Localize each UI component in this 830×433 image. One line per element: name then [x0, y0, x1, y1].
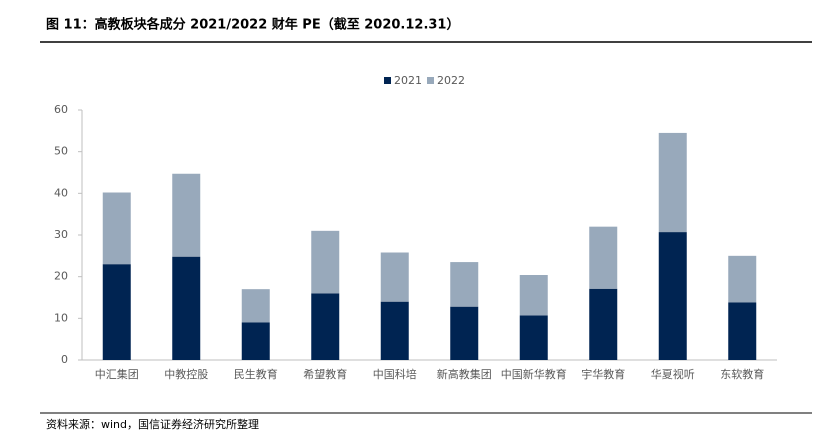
x-tick-label: 中国新华教育 — [501, 367, 567, 381]
bar — [519, 275, 548, 316]
y-tick-label: 40 — [54, 186, 68, 199]
bar — [658, 232, 687, 360]
source: 资料来源：wind，国信证券经济研究所整理 — [46, 417, 259, 431]
bar — [102, 192, 131, 265]
legend-swatch — [384, 77, 391, 84]
bar — [728, 255, 757, 303]
bar — [658, 132, 687, 233]
bar — [311, 293, 340, 360]
x-tick-label: 宇华教育 — [581, 367, 625, 381]
bar — [241, 322, 270, 360]
x-tick-label: 中国科培 — [373, 367, 417, 381]
bar — [380, 252, 409, 302]
bar — [311, 230, 340, 294]
y-tick-label: 30 — [54, 228, 68, 241]
x-tick-label: 东软教育 — [720, 367, 764, 381]
bar — [102, 264, 131, 360]
bar — [172, 256, 201, 360]
y-tick-label: 10 — [54, 311, 68, 324]
x-tick-label: 希望教育 — [303, 367, 347, 381]
bar — [241, 289, 270, 323]
y-tick-label: 0 — [61, 353, 68, 366]
x-tick-label: 华夏视听 — [651, 367, 695, 381]
bar — [172, 173, 201, 257]
bar — [450, 262, 479, 307]
y-tick-label: 20 — [54, 270, 68, 283]
x-tick-label: 中教控股 — [164, 367, 208, 381]
legend-label: 2022 — [437, 74, 465, 87]
bar — [728, 302, 757, 360]
y-tick-label: 60 — [54, 103, 68, 116]
legend-swatch — [427, 77, 434, 84]
chart-title: 图 11：高教板块各成分 2021/2022 财年 PE（截至 2020.12.… — [46, 17, 459, 33]
x-tick-label: 新高教集团 — [437, 367, 492, 381]
y-tick-label: 50 — [54, 145, 68, 158]
bar — [589, 288, 618, 360]
bar — [380, 301, 409, 360]
legend-label: 2021 — [394, 74, 422, 87]
bar — [589, 226, 618, 289]
x-tick-label: 中汇集团 — [95, 367, 139, 381]
x-tick-label: 民生教育 — [234, 367, 278, 381]
bar — [450, 306, 479, 360]
bar — [519, 315, 548, 360]
